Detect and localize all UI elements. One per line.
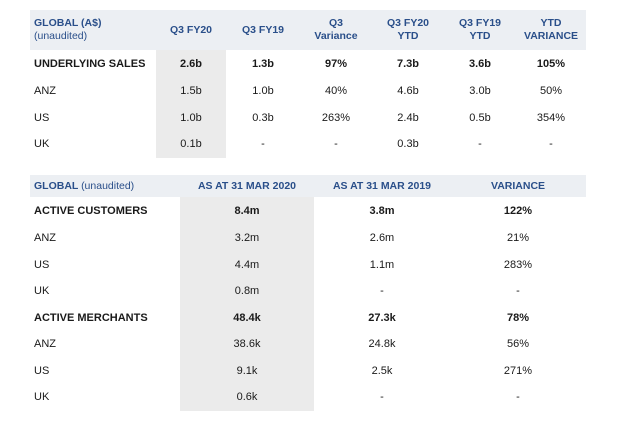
cell: 38.6k — [180, 331, 314, 358]
cell: 0.8m — [180, 278, 314, 305]
cell: 50% — [539, 85, 563, 98]
col-header-variance: VARIANCE — [490, 179, 546, 192]
col-header-q3-fy19: Q3 FY19 — [241, 23, 285, 36]
table-row: ACTIVE CUSTOMERS 8.4m 3.8m 122% — [30, 197, 586, 225]
row-label: UK — [34, 285, 50, 298]
col-header-q3-variance: Q3 Variance — [314, 17, 358, 42]
table-row: US 9.1k 2.5k 271% — [30, 357, 586, 384]
row-label: US — [34, 258, 50, 271]
cell: - — [334, 138, 338, 151]
cell: 271% — [503, 364, 533, 377]
cell: 40% — [324, 85, 348, 98]
cell: 7.3b — [396, 58, 419, 70]
cell: 27.3k — [368, 311, 396, 324]
col-header-q3-fy20-ytd: Q3 FY20 YTD — [386, 17, 430, 42]
cell: 4.4m — [180, 251, 314, 278]
cell: 2.6m — [369, 232, 395, 245]
table-row: UNDERLYING SALES 2.6b 1.3b 97% 7.3b 3.6b… — [30, 50, 586, 78]
col-header-ytd-variance: YTD VARIANCE — [523, 17, 579, 42]
cell: 354% — [536, 111, 566, 124]
cell: 3.2m — [180, 225, 314, 252]
cell: 3.6b — [468, 58, 491, 70]
cell: 122% — [503, 205, 533, 217]
customers-table-header: GLOBAL (unaudited) AS AT 31 MAR 2020 AS … — [30, 175, 586, 197]
table-row: ANZ 1.5b 1.0b 40% 4.6b 3.0b 50% — [30, 78, 586, 105]
row-label: ACTIVE MERCHANTS — [34, 311, 148, 324]
cell: 56% — [506, 338, 530, 351]
cell: 263% — [321, 111, 351, 124]
cell: - — [380, 285, 384, 298]
col-header-as-at-2019: AS AT 31 MAR 2019 — [332, 179, 432, 192]
table-row: UK 0.8m - - — [30, 278, 586, 305]
row-label: UK — [34, 391, 50, 404]
cell: - — [380, 391, 384, 404]
cell: 0.5b — [469, 111, 491, 124]
sales-header-label: GLOBAL (A$) (unaudited) — [34, 17, 102, 42]
col-header-q3-fy19-ytd: Q3 FY19 YTD — [458, 17, 502, 42]
cell: 1.0b — [156, 104, 226, 131]
row-label: UNDERLYING SALES — [34, 58, 146, 70]
cell: 48.4k — [180, 304, 314, 331]
table-row: US 4.4m 1.1m 283% — [30, 251, 586, 278]
table-row: UK 0.6k - - — [30, 384, 586, 411]
cell: 8.4m — [180, 197, 314, 225]
cell: 2.6b — [156, 50, 226, 78]
cell: - — [478, 138, 482, 151]
cell: 0.1b — [156, 131, 226, 158]
cell: 78% — [506, 311, 530, 324]
row-label: ANZ — [34, 85, 56, 98]
row-label: ANZ — [34, 338, 56, 351]
cell: - — [516, 391, 520, 404]
cell: 4.6b — [397, 85, 419, 98]
cell: 9.1k — [180, 357, 314, 384]
cell: 2.4b — [397, 111, 419, 124]
cell: 97% — [324, 58, 348, 70]
cell: 105% — [536, 58, 566, 70]
table-row: US 1.0b 0.3b 263% 2.4b 0.5b 354% — [30, 104, 586, 131]
cell: 0.3b — [397, 138, 419, 151]
cell: 2.5k — [371, 364, 393, 377]
cell: 1.0b — [252, 85, 274, 98]
cell: 0.6k — [180, 384, 314, 411]
cell: 3.8m — [369, 205, 395, 217]
row-label: ANZ — [34, 232, 56, 245]
row-label: UK — [34, 138, 50, 151]
cell: 24.8k — [368, 338, 396, 351]
cell: - — [516, 285, 520, 298]
table-row: ANZ 38.6k 24.8k 56% — [30, 331, 586, 358]
row-label: US — [34, 111, 50, 124]
table-row: ANZ 3.2m 2.6m 21% — [30, 225, 586, 252]
cell: 283% — [503, 258, 533, 271]
row-label: US — [34, 364, 50, 377]
table-row: UK 0.1b - - 0.3b - - — [30, 131, 586, 158]
cell: 0.3b — [252, 111, 274, 124]
cell: 21% — [506, 232, 530, 245]
cell: - — [261, 138, 265, 151]
col-header-as-at-2020: AS AT 31 MAR 2020 — [197, 179, 297, 192]
cell: 1.3b — [251, 58, 274, 70]
table-row: ACTIVE MERCHANTS 48.4k 27.3k 78% — [30, 304, 586, 331]
cell: 1.5b — [156, 78, 226, 105]
col-header-q3-fy20: Q3 FY20 — [169, 23, 213, 36]
cell: 1.1m — [369, 258, 395, 271]
customers-header-label: GLOBAL (unaudited) — [34, 179, 135, 192]
row-label: ACTIVE CUSTOMERS — [34, 205, 148, 217]
cell: 3.0b — [469, 85, 491, 98]
sales-table-header: GLOBAL (A$) (unaudited) Q3 FY20 Q3 FY19 … — [30, 10, 586, 50]
customers-merchants-table: GLOBAL (unaudited) AS AT 31 MAR 2020 AS … — [30, 175, 586, 411]
cell: - — [549, 138, 553, 151]
sales-table: GLOBAL (A$) (unaudited) Q3 FY20 Q3 FY19 … — [30, 10, 586, 158]
